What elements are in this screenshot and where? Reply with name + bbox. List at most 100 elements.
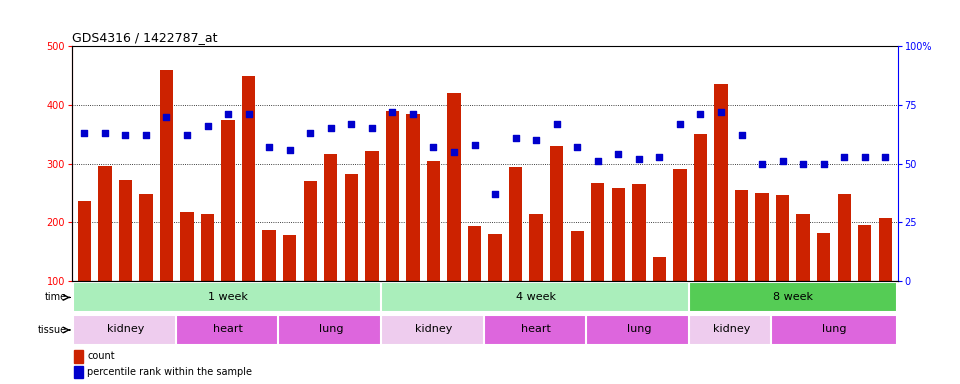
Bar	[530, 214, 542, 281]
Point	[221, 111, 236, 118]
Bar	[242, 76, 255, 281]
Point	[97, 130, 112, 136]
Bar	[74, 350, 84, 362]
Point	[569, 144, 585, 150]
Text: 8 week: 8 week	[773, 292, 813, 302]
Bar	[771, 315, 897, 345]
Point	[467, 142, 482, 148]
Point	[488, 191, 503, 197]
Point	[405, 111, 420, 118]
Point	[836, 154, 852, 160]
Text: lung: lung	[319, 324, 343, 334]
Point	[549, 121, 564, 127]
Point	[302, 130, 318, 136]
Bar	[878, 218, 892, 281]
Bar	[447, 93, 461, 281]
Bar	[484, 315, 588, 345]
Bar	[570, 231, 584, 281]
Point	[282, 146, 298, 152]
Point	[324, 125, 339, 131]
Point	[755, 161, 770, 167]
Bar	[797, 214, 810, 281]
Text: 1 week: 1 week	[208, 292, 248, 302]
Bar	[689, 315, 774, 345]
Point	[200, 123, 215, 129]
Point	[385, 109, 400, 115]
Bar	[612, 188, 625, 281]
Point	[528, 137, 543, 143]
Bar	[222, 119, 235, 281]
Bar	[632, 184, 645, 281]
Bar	[73, 315, 178, 345]
Point	[733, 132, 749, 139]
Text: percentile rank within the sample: percentile rank within the sample	[87, 367, 252, 377]
Bar	[694, 134, 708, 281]
Bar	[406, 114, 420, 281]
Bar	[159, 70, 173, 281]
Text: lung: lung	[822, 324, 846, 334]
Bar	[381, 315, 486, 345]
Bar	[837, 194, 851, 281]
Text: kidney: kidney	[415, 324, 452, 334]
Text: 4 week: 4 week	[516, 292, 556, 302]
Bar	[139, 194, 153, 281]
Bar	[119, 180, 132, 281]
Text: tissue: tissue	[38, 325, 67, 335]
Bar	[78, 201, 91, 281]
Bar	[714, 84, 728, 281]
Point	[672, 121, 687, 127]
Point	[857, 154, 873, 160]
Bar	[734, 190, 748, 281]
Bar	[550, 146, 564, 281]
Point	[631, 156, 646, 162]
Point	[158, 114, 174, 120]
Point	[693, 111, 708, 118]
Point	[590, 158, 606, 164]
Text: kidney: kidney	[107, 324, 144, 334]
Bar	[262, 230, 276, 281]
Bar	[673, 169, 686, 281]
Point	[138, 132, 154, 139]
Point	[118, 132, 133, 139]
Bar	[324, 154, 338, 281]
Point	[180, 132, 195, 139]
Text: lung: lung	[627, 324, 651, 334]
Point	[241, 111, 256, 118]
Bar	[756, 193, 769, 281]
Point	[611, 151, 626, 157]
Text: heart: heart	[521, 324, 551, 334]
Bar	[689, 283, 897, 313]
Bar	[776, 195, 789, 281]
Bar	[587, 315, 691, 345]
Bar	[858, 225, 872, 281]
Bar	[509, 167, 522, 281]
Bar	[427, 161, 440, 281]
Point	[652, 154, 667, 160]
Bar	[381, 283, 691, 313]
Point	[77, 130, 92, 136]
Bar	[489, 234, 502, 281]
Point	[261, 144, 276, 150]
Bar	[74, 366, 84, 378]
Bar	[817, 233, 830, 281]
Bar	[176, 315, 280, 345]
Bar	[303, 181, 317, 281]
Point	[446, 149, 462, 155]
Bar	[365, 151, 378, 281]
Bar	[591, 183, 605, 281]
Point	[426, 144, 442, 150]
Bar	[278, 315, 383, 345]
Bar	[73, 283, 383, 313]
Point	[796, 161, 811, 167]
Bar	[98, 166, 111, 281]
Text: kidney: kidney	[712, 324, 750, 334]
Text: time: time	[45, 293, 67, 303]
Bar	[180, 212, 194, 281]
Bar	[283, 235, 297, 281]
Text: heart: heart	[213, 324, 243, 334]
Bar	[345, 174, 358, 281]
Point	[775, 158, 790, 164]
Point	[508, 135, 523, 141]
Point	[713, 109, 729, 115]
Bar	[386, 111, 399, 281]
